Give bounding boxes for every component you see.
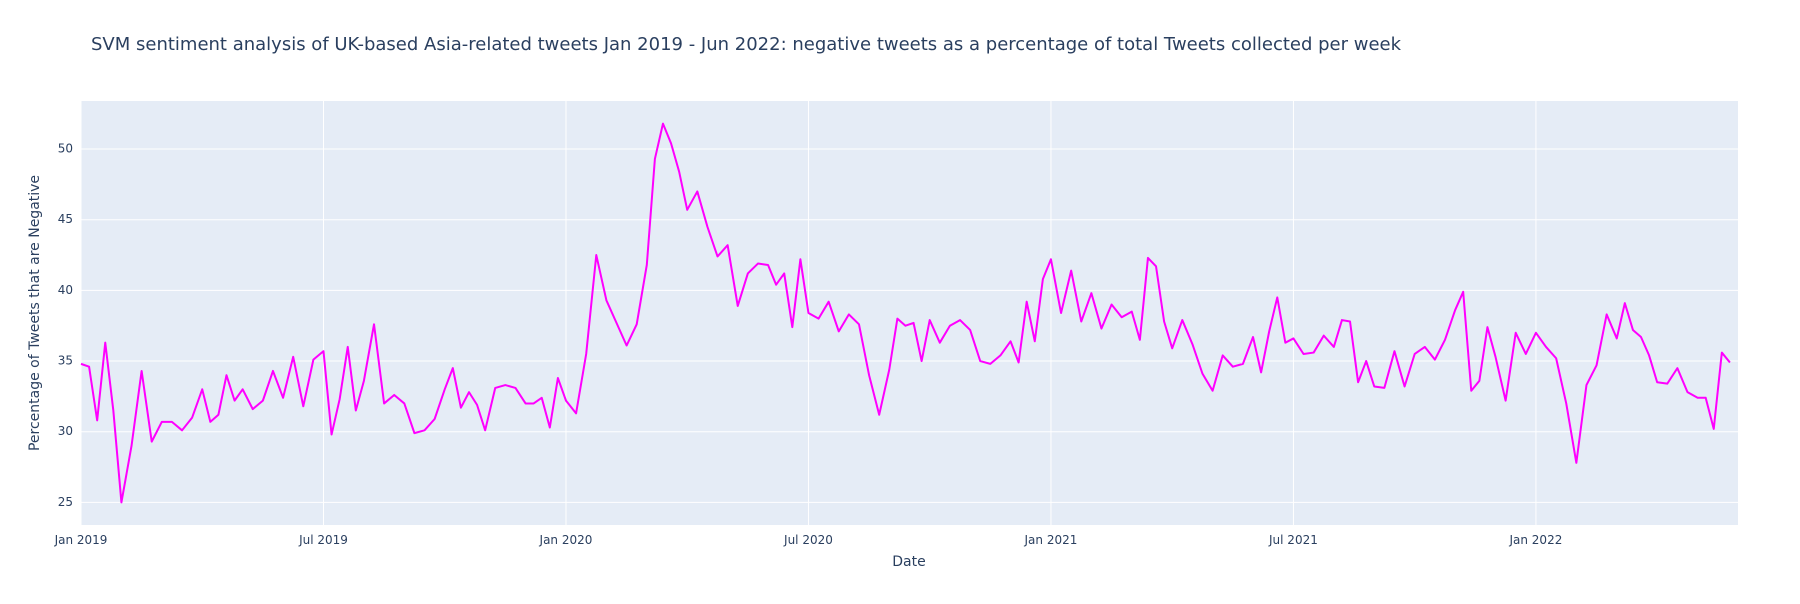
grid (80, 101, 1738, 525)
y-tick-label: 25 (58, 495, 73, 509)
marks (80, 122, 1731, 504)
x-tick-label: Jan 2022 (1508, 533, 1562, 547)
x-tick-label: Jan 2019 (54, 533, 108, 547)
y-tick-label: 40 (58, 283, 73, 297)
x-tick-label: Jan 2020 (539, 533, 593, 547)
y-tick-label: 50 (58, 142, 73, 156)
plot-background (81, 101, 1738, 525)
y-axis-title: Percentage of Tweets that are Negative (27, 175, 43, 451)
data-line (80, 122, 1731, 504)
y-tick-label: 35 (58, 354, 73, 368)
x-tick-label: Jul 2021 (1268, 533, 1318, 547)
x-tick-label: Jul 2020 (783, 533, 833, 547)
y-tick-label: 45 (58, 212, 73, 226)
x-tick-label: Jul 2019 (298, 533, 348, 547)
chart-title: SVM sentiment analysis of UK-based Asia-… (91, 34, 1402, 55)
y-tick-label: 30 (58, 424, 73, 438)
x-tick-label: Jan 2021 (1024, 533, 1078, 547)
x-axis-title: Date (892, 554, 925, 570)
